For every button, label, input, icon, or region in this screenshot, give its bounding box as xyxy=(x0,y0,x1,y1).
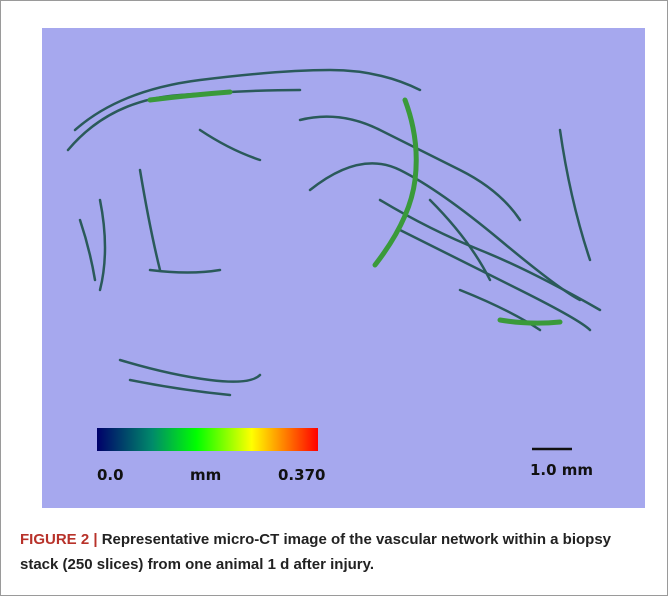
page: 0.0 mm 0.370 1.0 mm FIGURE 2 | Represent… xyxy=(0,0,668,596)
colorbar-max-label: 0.370 xyxy=(278,466,325,484)
scale-bar-label: 1.0 mm xyxy=(530,461,593,479)
figure-image: 0.0 mm 0.370 1.0 mm xyxy=(0,0,668,596)
caption-label: FIGURE 2 | xyxy=(20,531,98,548)
colorbar-min-label: 0.0 xyxy=(97,466,124,484)
caption: FIGURE 2 | Representative micro-CT image… xyxy=(20,527,650,577)
colorbar xyxy=(97,428,318,451)
caption-text: Representative micro-CT image of the vas… xyxy=(20,531,611,573)
colorbar-unit-label: mm xyxy=(190,466,221,484)
